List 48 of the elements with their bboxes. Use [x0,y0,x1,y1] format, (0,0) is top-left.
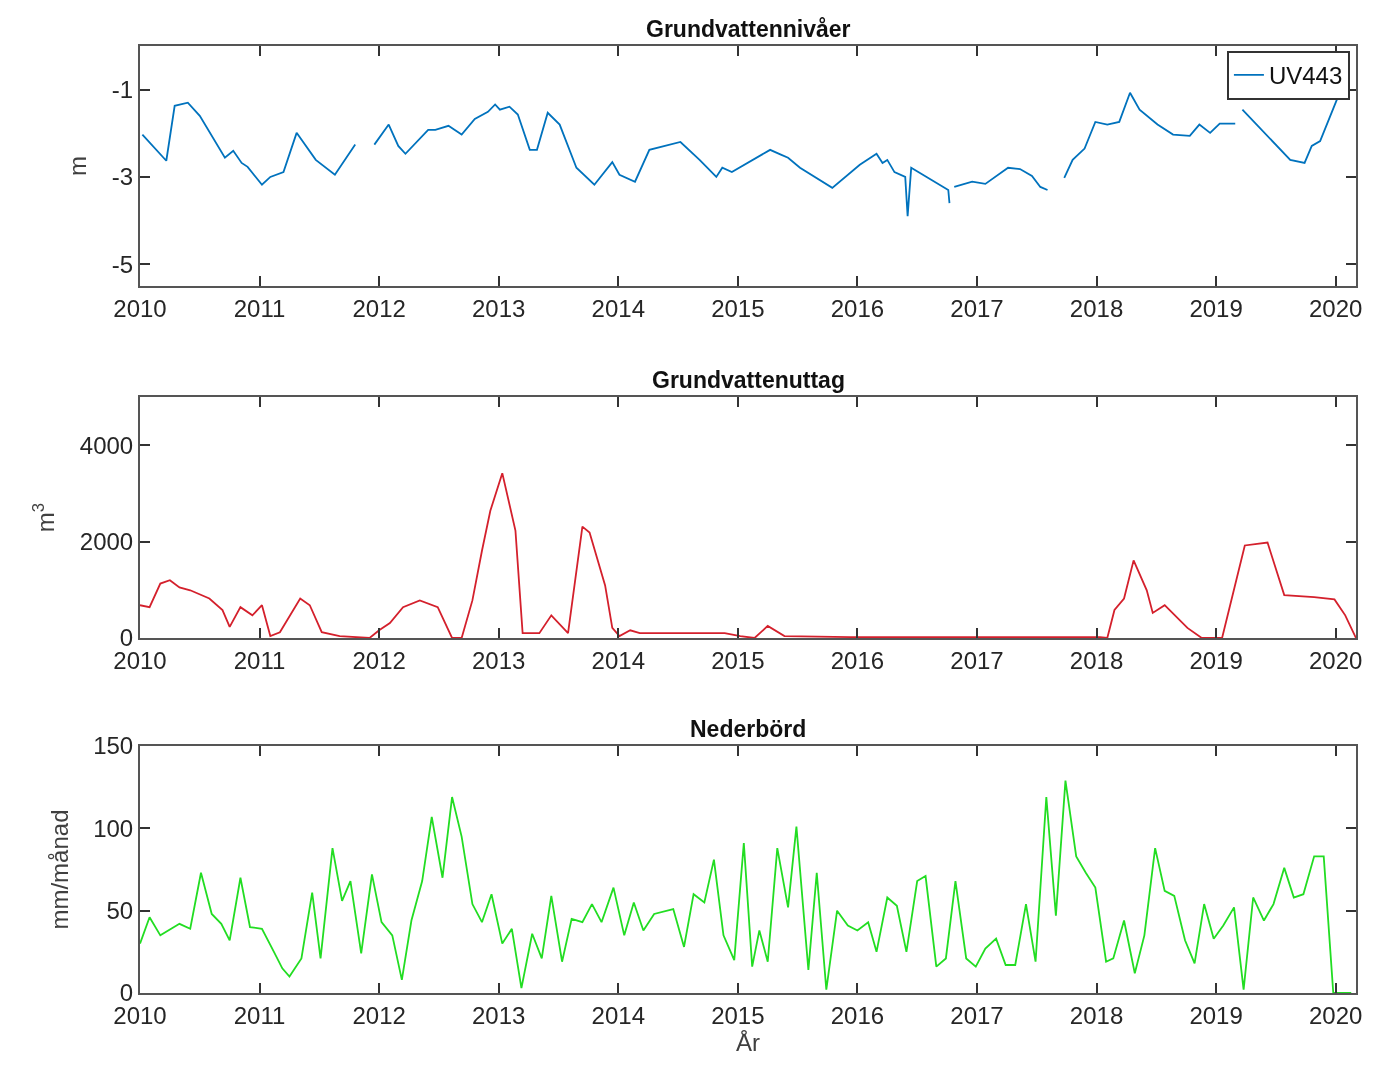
x-tick-label: 2015 [711,646,765,674]
x-tick-label: 2019 [1189,294,1243,322]
line-series [140,472,1356,638]
x-tick-label: 2015 [711,1001,765,1029]
x-tick-label: 2020 [1308,1001,1363,1029]
x-tick-label: 2020 [1308,294,1363,322]
x-tick-label: 2011 [233,1001,286,1029]
line-series [140,779,1353,993]
x-tick-label: 2012 [352,294,406,322]
x-tick-label: 2017 [950,294,1004,322]
x-tick-label: 2016 [830,646,885,674]
x-tick-label: 2014 [591,646,645,674]
x-axis-title: År [736,1028,761,1056]
x-tick-label: 2010 [113,294,167,322]
x-tick-label: 2011 [233,294,286,322]
y-tick-label: 50 [106,897,134,925]
x-tick-label: 2013 [472,294,526,322]
y-tick-label: -1 [111,76,134,104]
legend-label: UV443 [1268,62,1343,90]
x-tick-label: 2019 [1189,646,1243,674]
y-tick-label: 2000 [79,528,134,555]
x-tick-label: 2017 [950,1001,1004,1029]
x-tick-label: 2012 [352,646,406,674]
chart-title: Grundvattenuttag [652,367,845,393]
x-tick-label: 2016 [830,294,885,322]
y-tick-label: -5 [111,250,134,278]
y-tick-label: 4000 [79,431,134,459]
chart-title: Grundvattennivåer [646,16,851,42]
y-axis-title: m [64,156,92,176]
y-tick-label: 150 [93,732,134,760]
chart-title: Nederbörd [690,716,807,742]
x-tick-label: 2017 [950,646,1004,674]
x-tick-label: 2016 [830,1001,885,1029]
x-tick-label: 2019 [1189,1001,1243,1029]
x-tick-label: 2014 [591,1001,645,1029]
x-tick-label: 2018 [1069,294,1124,322]
y-axis-title: mm/månad [45,809,73,930]
x-tick-label: 2018 [1069,646,1124,674]
x-tick-label: 2012 [352,1001,406,1029]
x-tick-label: 2011 [233,646,286,674]
x-tick-label: 2015 [711,294,765,322]
x-tick-label: 2020 [1308,646,1363,674]
y-tick-label: -3 [111,163,134,191]
x-tick-label: 2014 [591,294,645,322]
x-tick-label: 2018 [1069,1001,1124,1029]
x-tick-label: 2013 [472,1001,526,1029]
y-tick-label: 100 [93,814,134,842]
x-tick-label: 2013 [472,646,526,674]
